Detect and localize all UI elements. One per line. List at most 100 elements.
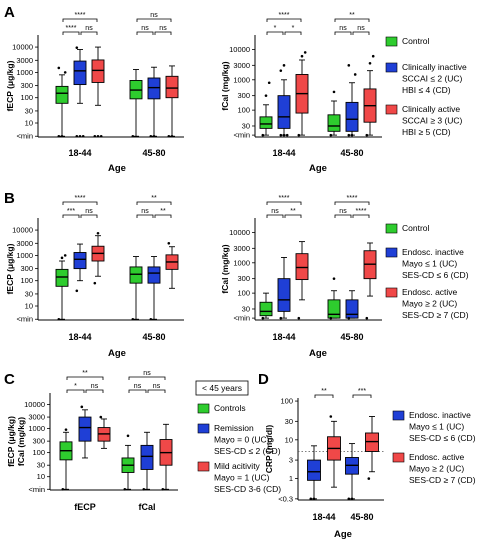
significance-label: ns [141,208,149,215]
significance-label: ns [357,25,365,32]
panel-letter-d: D [258,371,269,388]
legend-label: Mayo ≥ 2 (UC) [402,299,457,309]
y-tick-label: 10000 [229,45,250,54]
legend-label: Clinically active [402,104,460,114]
legend-swatch [385,287,398,298]
outlier-point [297,133,301,137]
significance-label: ns [153,383,161,390]
legend-label: SES-CD 3-6 (CD) [214,484,281,494]
legend-label: Mayo ≤ 1 (UC) [402,259,457,269]
box-plot [73,243,87,293]
x-category-label: fECP [74,502,96,512]
y-tick-label: 10 [25,119,33,128]
significance-label: **** [66,25,77,32]
y-axis-label-line: fECP (μg/kg) [6,416,16,467]
outlier-point [81,134,85,138]
y-tick-label: <0.3 [278,494,293,503]
significance-bracket [62,201,98,205]
legend-label: SES-CD ≤ 2 (CD) [214,446,281,456]
legend-title: < 45 years [202,383,242,393]
significance-label: * [292,25,295,32]
significance-label: ns [91,383,99,390]
legend-d: Endosc. inactive Mayo ≤ 1 (UC)SES-CD ≤ 6 … [392,410,476,485]
legend-swatch [392,452,405,463]
box-plot [147,66,161,138]
outlier-point [312,497,316,501]
box [73,60,87,86]
y-tick-label: 100 [237,106,250,115]
outlier-point [303,51,307,54]
legend-label: Endosc. active [409,452,465,462]
significance-label: **** [347,195,358,202]
outlier-point [347,133,351,137]
outlier-point [60,134,64,138]
y-tick-label: <min [17,132,33,141]
legend-label: Clinically inactive [402,62,467,72]
outlier-point [96,134,100,138]
outlier-point [75,46,79,49]
box-plot [55,254,69,321]
box-plot [363,54,377,137]
legend-swatch [197,403,210,414]
significance-label: **** [356,208,367,215]
significance-label: *** [358,388,366,395]
legend-label: SES-CD ≤ 6 (CD) [402,270,469,280]
outlier-point [332,90,336,94]
significance-label: **** [75,12,86,19]
outlier-point [368,61,372,65]
x-axis-label: Age [309,163,327,174]
legend-label: Mayo ≥ 2 (UC) [409,464,464,474]
box-plot [327,90,341,137]
outlier-point [329,415,333,418]
legend-label: Mild acitivity [214,461,261,471]
outlier-point [282,133,286,137]
outlier-point [57,317,61,321]
box [73,252,87,270]
significance-bracket [334,201,370,205]
legend-title-box [195,380,249,396]
significance-bracket [352,31,370,35]
y-tick-label: 300 [32,437,45,446]
box [165,75,179,99]
panel-letter-c: C [4,371,15,388]
outlier-point [126,434,130,438]
outlier-point [279,69,283,72]
box [55,268,69,287]
outlier-point [152,134,156,138]
panel-letter-a: A [4,4,15,21]
outlier-point [78,134,82,138]
legend-swatch [385,36,398,47]
legend-label: HBI ≥ 5 (CD) [402,127,451,137]
legend-label: Mayo ≤ 1 (UC) [409,422,464,432]
box-plot [78,405,92,459]
legend-swatch [197,423,210,434]
box-plot [259,292,273,320]
legend-label: SES-CD ≥ 7 (CD) [402,310,469,320]
outlier-point [282,64,286,67]
box-plot [129,69,143,138]
y-tick-label: 10000 [12,226,33,235]
y-tick-label: 100 [20,276,33,285]
outlier-point [75,289,79,293]
x-category-label: 18-44 [272,332,295,342]
y-axis-label-line: fCal (mg/kg) [16,417,26,466]
significance-label: ns [150,12,158,19]
chart-panel-a: <min 10 30 100 300 1000 3000 10000 fECP (μg/kg) 1… [5,12,184,174]
significance-bracket [136,31,154,35]
outlier-point [297,316,301,320]
box-plot [97,415,111,449]
y-tick-label: 1000 [16,68,33,77]
box-plot [121,434,135,491]
significance-bracket [266,214,284,218]
outlier-point [61,487,65,491]
y-tick-label: 3 [289,456,293,465]
outlier-point [80,405,84,409]
y-axis-label: fECP (μg/kg)fCal (mg/kg) [6,416,26,467]
outlier-point [365,133,369,137]
significance-bracket [80,214,98,218]
y-tick-label: 10000 [229,228,250,237]
x-category-label: 45-80 [340,332,363,342]
significance-label: ns [143,370,151,377]
